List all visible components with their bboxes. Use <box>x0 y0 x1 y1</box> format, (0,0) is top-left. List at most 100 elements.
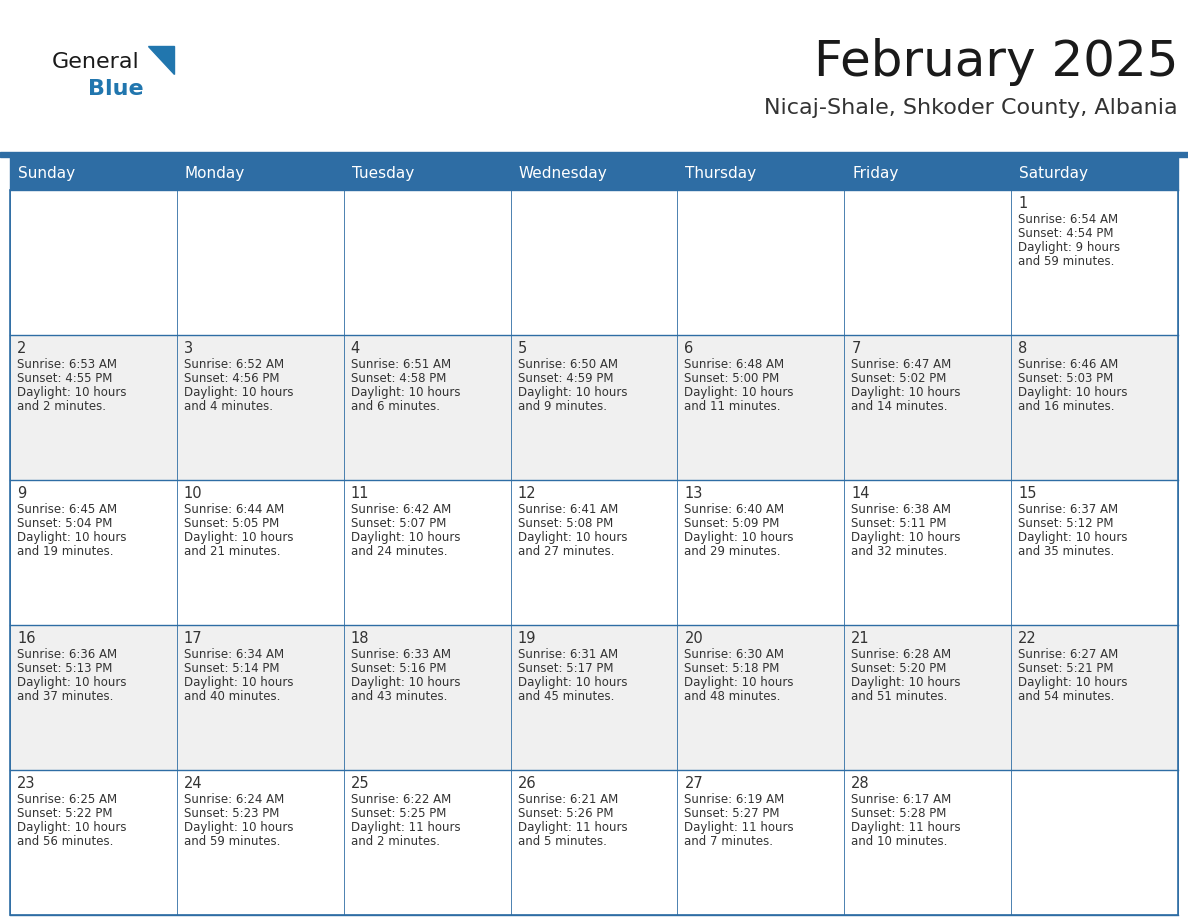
Text: Sunset: 5:21 PM: Sunset: 5:21 PM <box>1018 662 1113 675</box>
Text: Daylight: 10 hours: Daylight: 10 hours <box>1018 676 1127 689</box>
Text: and 51 minutes.: and 51 minutes. <box>852 690 948 703</box>
Text: 19: 19 <box>518 631 536 646</box>
Text: Sunset: 4:54 PM: Sunset: 4:54 PM <box>1018 227 1113 240</box>
Text: Daylight: 11 hours: Daylight: 11 hours <box>350 821 460 834</box>
Text: Sunrise: 6:50 AM: Sunrise: 6:50 AM <box>518 358 618 371</box>
Polygon shape <box>148 46 173 74</box>
Text: Sunrise: 6:51 AM: Sunrise: 6:51 AM <box>350 358 450 371</box>
Text: Sunset: 5:12 PM: Sunset: 5:12 PM <box>1018 517 1113 530</box>
Text: Daylight: 10 hours: Daylight: 10 hours <box>518 531 627 544</box>
Text: Sunrise: 6:41 AM: Sunrise: 6:41 AM <box>518 503 618 516</box>
Text: and 16 minutes.: and 16 minutes. <box>1018 400 1114 413</box>
Text: Thursday: Thursday <box>685 166 757 181</box>
Text: and 32 minutes.: and 32 minutes. <box>852 545 948 558</box>
Text: Sunrise: 6:22 AM: Sunrise: 6:22 AM <box>350 793 451 806</box>
Text: Sunset: 5:14 PM: Sunset: 5:14 PM <box>184 662 279 675</box>
Bar <box>10 190 1178 335</box>
Text: Daylight: 10 hours: Daylight: 10 hours <box>518 386 627 399</box>
Text: and 48 minutes.: and 48 minutes. <box>684 690 781 703</box>
Text: 9: 9 <box>17 486 26 501</box>
Text: Daylight: 10 hours: Daylight: 10 hours <box>17 386 126 399</box>
Text: Daylight: 11 hours: Daylight: 11 hours <box>684 821 794 834</box>
Text: Sunset: 5:17 PM: Sunset: 5:17 PM <box>518 662 613 675</box>
Text: Daylight: 11 hours: Daylight: 11 hours <box>852 821 961 834</box>
Text: and 35 minutes.: and 35 minutes. <box>1018 545 1114 558</box>
Text: and 7 minutes.: and 7 minutes. <box>684 835 773 848</box>
Text: and 37 minutes.: and 37 minutes. <box>17 690 113 703</box>
Text: Wednesday: Wednesday <box>519 166 607 181</box>
Text: Daylight: 10 hours: Daylight: 10 hours <box>1018 531 1127 544</box>
Text: Sunset: 5:09 PM: Sunset: 5:09 PM <box>684 517 779 530</box>
Text: 4: 4 <box>350 341 360 356</box>
Bar <box>10 625 1178 770</box>
Text: Daylight: 10 hours: Daylight: 10 hours <box>184 821 293 834</box>
Text: Daylight: 10 hours: Daylight: 10 hours <box>17 676 126 689</box>
Bar <box>10 335 1178 480</box>
Text: and 59 minutes.: and 59 minutes. <box>1018 255 1114 268</box>
Text: Sunrise: 6:31 AM: Sunrise: 6:31 AM <box>518 648 618 661</box>
Text: and 11 minutes.: and 11 minutes. <box>684 400 781 413</box>
Text: Tuesday: Tuesday <box>352 166 413 181</box>
Text: and 40 minutes.: and 40 minutes. <box>184 690 280 703</box>
Text: February 2025: February 2025 <box>814 38 1178 86</box>
Text: 24: 24 <box>184 776 202 791</box>
Text: and 10 minutes.: and 10 minutes. <box>852 835 948 848</box>
Text: Daylight: 10 hours: Daylight: 10 hours <box>684 676 794 689</box>
Text: Blue: Blue <box>88 79 144 99</box>
Text: Daylight: 10 hours: Daylight: 10 hours <box>184 386 293 399</box>
Text: 8: 8 <box>1018 341 1028 356</box>
Text: Sunrise: 6:38 AM: Sunrise: 6:38 AM <box>852 503 952 516</box>
Text: Sunrise: 6:28 AM: Sunrise: 6:28 AM <box>852 648 952 661</box>
Text: and 9 minutes.: and 9 minutes. <box>518 400 607 413</box>
Text: and 4 minutes.: and 4 minutes. <box>184 400 273 413</box>
Text: Sunset: 5:03 PM: Sunset: 5:03 PM <box>1018 372 1113 385</box>
Text: Monday: Monday <box>185 166 245 181</box>
Text: 21: 21 <box>852 631 870 646</box>
Text: Sunset: 4:58 PM: Sunset: 4:58 PM <box>350 372 446 385</box>
Text: 25: 25 <box>350 776 369 791</box>
Text: 10: 10 <box>184 486 202 501</box>
Text: Sunrise: 6:34 AM: Sunrise: 6:34 AM <box>184 648 284 661</box>
Text: and 54 minutes.: and 54 minutes. <box>1018 690 1114 703</box>
Text: Sunset: 5:28 PM: Sunset: 5:28 PM <box>852 807 947 820</box>
Text: Sunset: 5:25 PM: Sunset: 5:25 PM <box>350 807 446 820</box>
Text: Sunrise: 6:48 AM: Sunrise: 6:48 AM <box>684 358 784 371</box>
Text: Sunrise: 6:24 AM: Sunrise: 6:24 AM <box>184 793 284 806</box>
Text: 5: 5 <box>518 341 526 356</box>
Text: Daylight: 10 hours: Daylight: 10 hours <box>17 531 126 544</box>
Text: Sunset: 5:07 PM: Sunset: 5:07 PM <box>350 517 446 530</box>
Text: Sunrise: 6:30 AM: Sunrise: 6:30 AM <box>684 648 784 661</box>
Text: 2: 2 <box>17 341 26 356</box>
Text: Daylight: 10 hours: Daylight: 10 hours <box>1018 386 1127 399</box>
Text: Daylight: 10 hours: Daylight: 10 hours <box>350 531 460 544</box>
Text: 18: 18 <box>350 631 369 646</box>
Text: Sunset: 4:56 PM: Sunset: 4:56 PM <box>184 372 279 385</box>
Text: Sunrise: 6:53 AM: Sunrise: 6:53 AM <box>17 358 116 371</box>
Text: and 5 minutes.: and 5 minutes. <box>518 835 606 848</box>
Text: Sunrise: 6:21 AM: Sunrise: 6:21 AM <box>518 793 618 806</box>
Text: Sunrise: 6:46 AM: Sunrise: 6:46 AM <box>1018 358 1118 371</box>
Text: 14: 14 <box>852 486 870 501</box>
Text: Sunrise: 6:36 AM: Sunrise: 6:36 AM <box>17 648 118 661</box>
Text: 23: 23 <box>17 776 36 791</box>
Text: and 19 minutes.: and 19 minutes. <box>17 545 114 558</box>
Text: Sunset: 5:04 PM: Sunset: 5:04 PM <box>17 517 113 530</box>
Text: Friday: Friday <box>852 166 898 181</box>
Text: 11: 11 <box>350 486 369 501</box>
Text: 20: 20 <box>684 631 703 646</box>
Text: 16: 16 <box>17 631 36 646</box>
Bar <box>10 190 1178 915</box>
Text: 13: 13 <box>684 486 703 501</box>
Text: 28: 28 <box>852 776 870 791</box>
Text: Sunset: 5:20 PM: Sunset: 5:20 PM <box>852 662 947 675</box>
Text: Sunset: 5:08 PM: Sunset: 5:08 PM <box>518 517 613 530</box>
Text: and 43 minutes.: and 43 minutes. <box>350 690 447 703</box>
Text: Sunrise: 6:19 AM: Sunrise: 6:19 AM <box>684 793 785 806</box>
Text: 3: 3 <box>184 341 192 356</box>
Text: Daylight: 10 hours: Daylight: 10 hours <box>852 386 961 399</box>
Text: 27: 27 <box>684 776 703 791</box>
Text: Sunset: 5:05 PM: Sunset: 5:05 PM <box>184 517 279 530</box>
Text: and 2 minutes.: and 2 minutes. <box>350 835 440 848</box>
Text: 12: 12 <box>518 486 536 501</box>
Text: Sunrise: 6:33 AM: Sunrise: 6:33 AM <box>350 648 450 661</box>
